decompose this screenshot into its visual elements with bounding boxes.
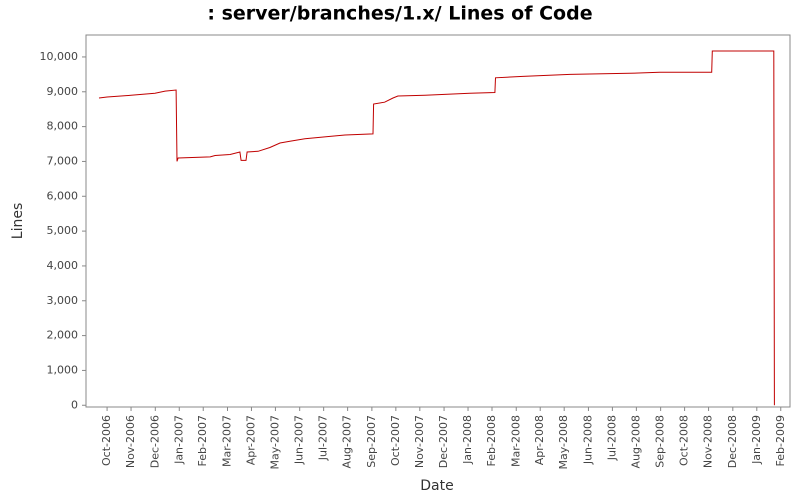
- y-tick-label: 2,000: [47, 329, 79, 342]
- x-axis-label: Date: [420, 478, 453, 494]
- x-tick-label: Nov-2007: [413, 415, 426, 468]
- x-tick-label: Aug-2008: [629, 415, 642, 468]
- x-tick-label: Sep-2008: [654, 415, 667, 468]
- y-tick-label: 1,000: [47, 363, 79, 376]
- x-tick-label: Jul-2008: [605, 415, 618, 461]
- x-tick-label: Jan-2008: [461, 415, 474, 465]
- x-tick-label: Dec-2007: [437, 415, 450, 468]
- x-tick-label: Apr-2008: [533, 415, 546, 465]
- x-tick-label: Mar-2007: [220, 415, 233, 467]
- x-tick-label: Oct-2007: [389, 415, 402, 466]
- x-tick-label: Jan-2007: [172, 415, 185, 465]
- x-tick-label: Aug-2007: [341, 415, 354, 468]
- x-tick-label: Jun-2008: [581, 415, 594, 465]
- y-tick-label: 6,000: [47, 189, 79, 202]
- y-axis-label: Lines: [10, 203, 26, 239]
- x-tick-label: Sep-2007: [365, 415, 378, 468]
- x-tick-label: Dec-2008: [726, 415, 739, 468]
- plot-border: [85, 34, 791, 408]
- chart-title: : server/branches/1.x/ Lines of Code: [207, 3, 592, 25]
- y-tick-label: 0: [71, 398, 78, 411]
- x-tick-label: Nov-2008: [702, 415, 715, 468]
- x-tick-label: May-2007: [268, 415, 281, 470]
- x-tick-label: Jun-2007: [293, 415, 306, 465]
- y-tick-label: 4,000: [47, 259, 79, 272]
- x-tick-label: Dec-2006: [148, 415, 161, 468]
- x-tick-label: Feb-2009: [774, 415, 787, 466]
- y-tick-label: 10,000: [40, 50, 79, 63]
- y-tick-label: 9,000: [47, 85, 79, 98]
- x-tick-label: Jan-2009: [750, 415, 763, 465]
- x-tick-label: Nov-2006: [124, 415, 137, 468]
- y-tick-label: 3,000: [47, 294, 79, 307]
- x-tick-label: May-2008: [557, 415, 570, 470]
- y-tick-label: 8,000: [47, 120, 79, 133]
- data-line: [98, 50, 775, 406]
- x-tick-label: Oct-2006: [100, 415, 113, 466]
- y-tick-label: 7,000: [47, 154, 79, 167]
- x-tick-label: Oct-2008: [678, 415, 691, 466]
- x-tick-label: Feb-2007: [196, 415, 209, 466]
- y-tick-label: 5,000: [47, 224, 79, 237]
- x-tick-label: Mar-2008: [509, 415, 522, 467]
- x-tick-label: Apr-2007: [244, 415, 257, 465]
- x-tick-label: Feb-2008: [485, 415, 498, 466]
- x-tick-label: Jul-2007: [317, 415, 330, 461]
